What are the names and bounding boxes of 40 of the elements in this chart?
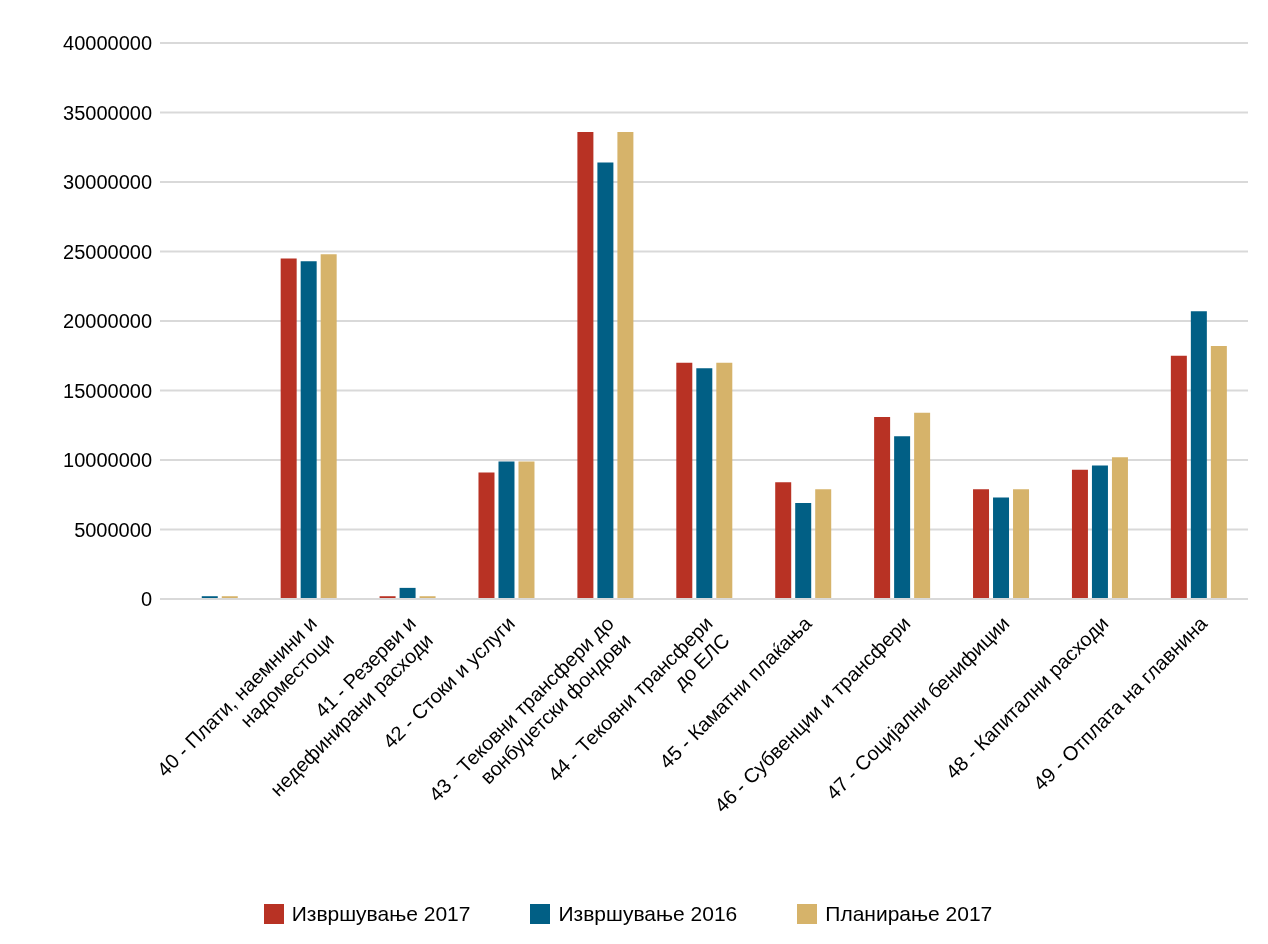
bar <box>498 461 515 599</box>
bar <box>696 368 713 599</box>
bar <box>1111 457 1128 599</box>
y-tick-label: 10000000 <box>63 449 152 472</box>
bar <box>874 416 891 599</box>
bar <box>577 131 594 599</box>
bar <box>716 362 733 599</box>
bar <box>300 261 317 599</box>
bar <box>320 254 337 599</box>
y-tick-label: 15000000 <box>63 379 152 402</box>
bar <box>617 131 634 599</box>
y-tick-label: 35000000 <box>63 101 152 124</box>
bar <box>775 482 792 599</box>
bar <box>1190 311 1207 599</box>
bar <box>478 472 495 599</box>
bar <box>1091 465 1108 599</box>
bar <box>993 497 1010 599</box>
y-tick-label: 5000000 <box>74 518 152 541</box>
bar <box>795 503 812 599</box>
legend-label: Планирање 2017 <box>825 902 993 926</box>
bar <box>1210 346 1227 599</box>
bar <box>894 436 911 599</box>
y-tick-label: 0 <box>140 588 152 611</box>
bar <box>914 412 931 599</box>
bar <box>1071 469 1088 599</box>
y-tick-label: 25000000 <box>63 240 152 263</box>
legend-label: Извршување 2017 <box>291 902 471 926</box>
bar <box>973 489 990 599</box>
y-tick-label: 20000000 <box>63 310 152 333</box>
bar <box>815 489 832 599</box>
bar <box>1013 489 1030 599</box>
y-tick-label: 40000000 <box>63 32 152 55</box>
bar <box>597 162 614 599</box>
bar <box>676 362 693 599</box>
y-tick-label: 30000000 <box>63 171 152 194</box>
bar <box>280 258 297 599</box>
bar <box>399 587 416 599</box>
bar <box>518 461 535 599</box>
bar <box>1170 355 1187 599</box>
legend-label: Извршување 2016 <box>558 902 738 926</box>
